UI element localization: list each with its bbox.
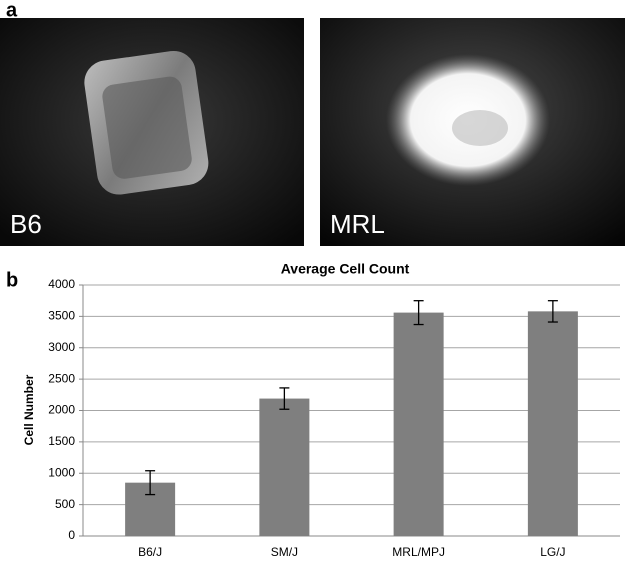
panel-label: b bbox=[6, 269, 18, 291]
bar bbox=[393, 312, 444, 536]
x-tick-label: MRL/MPJ bbox=[392, 545, 445, 559]
chart-title: Average Cell Count bbox=[281, 261, 410, 277]
y-tick-label: 2000 bbox=[48, 403, 75, 417]
image-label: MRL bbox=[330, 209, 385, 239]
bar bbox=[527, 311, 578, 536]
image-label: B6 bbox=[10, 209, 42, 239]
bar bbox=[259, 398, 310, 536]
y-tick-label: 4000 bbox=[48, 277, 75, 291]
panel-label: a bbox=[6, 0, 18, 21]
x-tick-label: SM/J bbox=[271, 545, 298, 559]
specimen bbox=[84, 50, 209, 195]
y-axis-label: Cell Number bbox=[22, 374, 36, 445]
y-tick-label: 3500 bbox=[48, 309, 75, 323]
y-tick-label: 1000 bbox=[48, 465, 75, 479]
y-tick-label: 500 bbox=[55, 497, 75, 511]
y-tick-label: 0 bbox=[68, 528, 75, 542]
x-tick-label: B6/J bbox=[138, 545, 162, 559]
specimen-core bbox=[452, 110, 508, 146]
y-tick-label: 3000 bbox=[48, 340, 75, 354]
plot: 0 500 1000 1500 2000 2500 3000 3500 4000 B6/J SM/J… bbox=[48, 277, 620, 559]
y-tick-label: 1500 bbox=[48, 434, 75, 448]
x-tick-label: LG/J bbox=[540, 545, 565, 559]
y-tick-label: 2500 bbox=[48, 371, 75, 385]
